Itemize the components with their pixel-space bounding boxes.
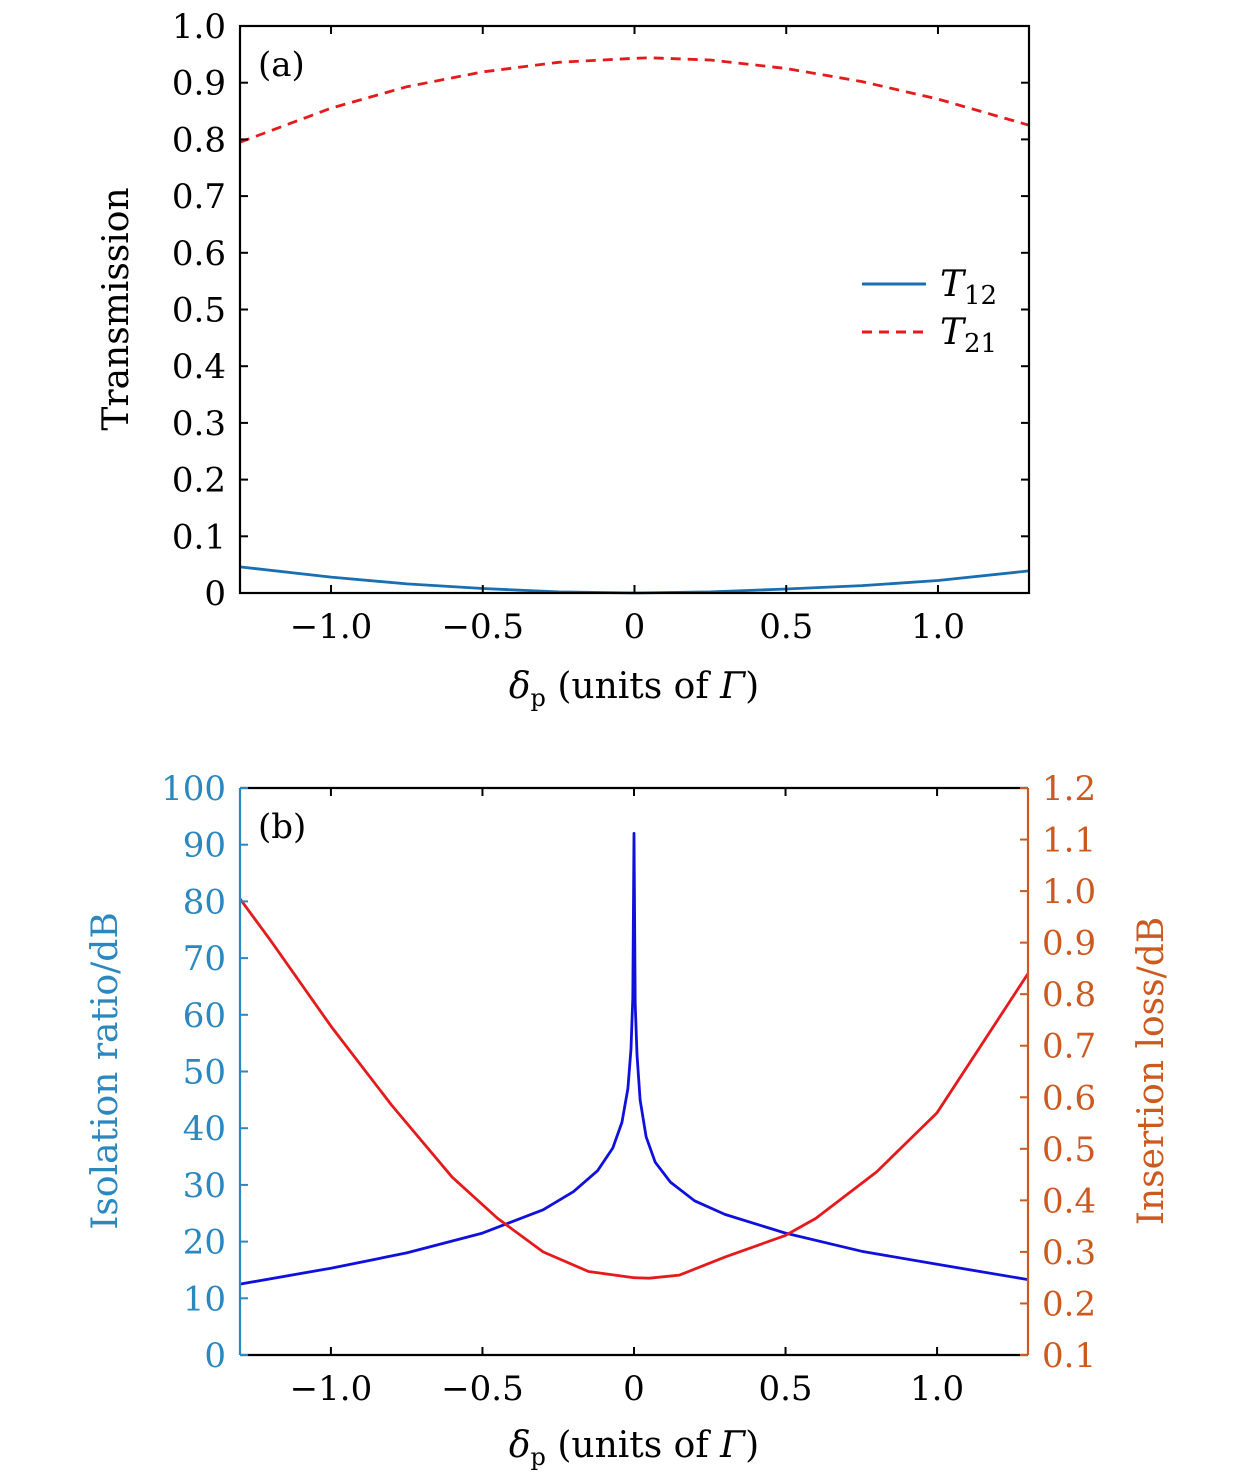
panel-b-y-ticks-right: 0.1 0.2 0.3 0.4 0.5 0.6 0.7 0.8 0.9 1.0 1.1 1.2 bbox=[1020, 769, 1096, 1376]
x-tick-label: 0.5 bbox=[759, 607, 813, 647]
y-tick-label-right: 1.0 bbox=[1042, 872, 1096, 912]
x-axis-close: ) bbox=[745, 1425, 759, 1466]
panel-a-y-ticks: 0 0.1 0.2 0.3 0.4 0.5 0.6 0.7 0.8 0.9 1.0 bbox=[172, 7, 1029, 614]
t21-series-line bbox=[239, 56, 1030, 144]
panel-b-x-axis-title: δp (units of Γ) bbox=[509, 1425, 759, 1471]
y-tick-label: 70 bbox=[183, 939, 226, 979]
panel-a-y-axis-title: Transmission bbox=[96, 187, 137, 430]
x-axis-units: (units of bbox=[546, 1425, 720, 1466]
y-tick-label-right: 1.1 bbox=[1042, 821, 1096, 861]
y-tick-label: 0 bbox=[204, 574, 226, 614]
y-tick-label-right: 0.3 bbox=[1042, 1233, 1096, 1273]
panel-b-y-axis-title: Isolation ratio/dB bbox=[85, 912, 126, 1230]
legend-t21-label: T21 bbox=[940, 312, 997, 359]
panel-b-label: (b) bbox=[258, 807, 306, 847]
y-tick-label-right: 0.1 bbox=[1042, 1336, 1096, 1376]
y-tick-label: 1.0 bbox=[172, 7, 226, 47]
y-tick-label: 10 bbox=[183, 1279, 226, 1319]
legend-t21-name: T bbox=[940, 312, 967, 353]
y-tick-label: 0 bbox=[204, 1336, 226, 1376]
y-tick-label-right: 0.5 bbox=[1042, 1130, 1096, 1170]
y-tick-label: 0.6 bbox=[172, 234, 226, 274]
legend-t21-sub: 21 bbox=[964, 329, 997, 359]
y-tick-label: 0.4 bbox=[172, 347, 226, 387]
y-tick-label-right: 0.8 bbox=[1042, 975, 1096, 1015]
x-axis-subscript: p bbox=[531, 1443, 546, 1471]
isolation-ratio-series-line bbox=[239, 832, 1029, 1286]
x-axis-close: ) bbox=[745, 666, 759, 707]
y-tick-label-right: 0.6 bbox=[1042, 1078, 1096, 1118]
x-tick-label: −0.5 bbox=[441, 607, 524, 647]
panel-b: −1.0 −0.5 0 0.5 1.0 0 10 20 30 40 50 60 70 80 90 100 0… bbox=[85, 769, 1172, 1471]
y-tick-label: 0.9 bbox=[172, 64, 226, 104]
y-tick-label-right: 0.7 bbox=[1042, 1027, 1096, 1067]
panel-b-y-axis-title-right: Insertion loss/dB bbox=[1131, 917, 1172, 1225]
x-tick-label: 0 bbox=[623, 1369, 645, 1409]
y-tick-label: 60 bbox=[183, 996, 226, 1036]
y-tick-label-right: 1.2 bbox=[1042, 769, 1096, 809]
y-tick-label: 50 bbox=[183, 1053, 226, 1093]
insertion-loss-series-line bbox=[238, 897, 1030, 1280]
panel-b-y-ticks-left: 0 10 20 30 40 50 60 70 80 90 100 bbox=[161, 769, 248, 1376]
y-tick-label: 80 bbox=[183, 882, 226, 922]
panel-a-label: (a) bbox=[258, 45, 305, 85]
x-tick-label: 0.5 bbox=[758, 1369, 812, 1409]
y-tick-label-right: 0.4 bbox=[1042, 1181, 1096, 1221]
panel-a-x-axis-title: δp (units of Γ) bbox=[509, 666, 759, 712]
x-axis-gamma: Γ bbox=[719, 1425, 747, 1466]
x-axis-symbol: δ bbox=[509, 666, 531, 707]
legend-t12-label: T12 bbox=[940, 264, 997, 311]
y-tick-label: 0.8 bbox=[172, 120, 226, 160]
panel-a-curves bbox=[239, 56, 1030, 595]
y-tick-label-right: 0.9 bbox=[1042, 924, 1096, 964]
x-tick-label: −1.0 bbox=[290, 607, 373, 647]
x-axis-symbol: δ bbox=[509, 1425, 531, 1466]
y-tick-label-right: 0.2 bbox=[1042, 1284, 1096, 1324]
y-tick-label: 0.3 bbox=[172, 404, 226, 444]
y-tick-label: 0.2 bbox=[172, 461, 226, 501]
x-axis-units: (units of bbox=[546, 666, 720, 707]
y-tick-label: 0.7 bbox=[172, 177, 226, 217]
y-tick-label: 90 bbox=[183, 826, 226, 866]
y-tick-label: 100 bbox=[161, 769, 226, 809]
y-tick-label: 0.1 bbox=[172, 517, 226, 557]
panel-b-curves bbox=[238, 832, 1030, 1286]
x-tick-label: −0.5 bbox=[441, 1369, 524, 1409]
y-tick-label: 40 bbox=[183, 1109, 226, 1149]
x-tick-label: −1.0 bbox=[290, 1369, 373, 1409]
panel-a: −1.0 −0.5 0 0.5 1.0 0 0.1 0.2 0.3 0.4 0.5 0.6 0.7 0.… bbox=[96, 7, 1031, 712]
y-tick-label: 0.5 bbox=[172, 291, 226, 331]
y-tick-label: 30 bbox=[183, 1166, 226, 1206]
panel-a-legend: T12 T21 bbox=[862, 264, 997, 359]
x-axis-gamma: Γ bbox=[719, 666, 747, 707]
legend-t12-sub: 12 bbox=[964, 281, 997, 311]
x-tick-label: 1.0 bbox=[911, 607, 965, 647]
x-axis-subscript: p bbox=[531, 684, 546, 712]
panel-a-frame bbox=[238, 24, 1031, 595]
panel-a-x-ticks: −1.0 −0.5 0 0.5 1.0 bbox=[290, 26, 965, 647]
x-tick-label: 1.0 bbox=[910, 1369, 964, 1409]
y-tick-label: 20 bbox=[183, 1223, 226, 1263]
panel-b-x-ticks: −1.0 −0.5 0 0.5 1.0 bbox=[290, 788, 964, 1409]
legend-t12-name: T bbox=[940, 264, 967, 305]
x-tick-label: 0 bbox=[624, 607, 646, 647]
